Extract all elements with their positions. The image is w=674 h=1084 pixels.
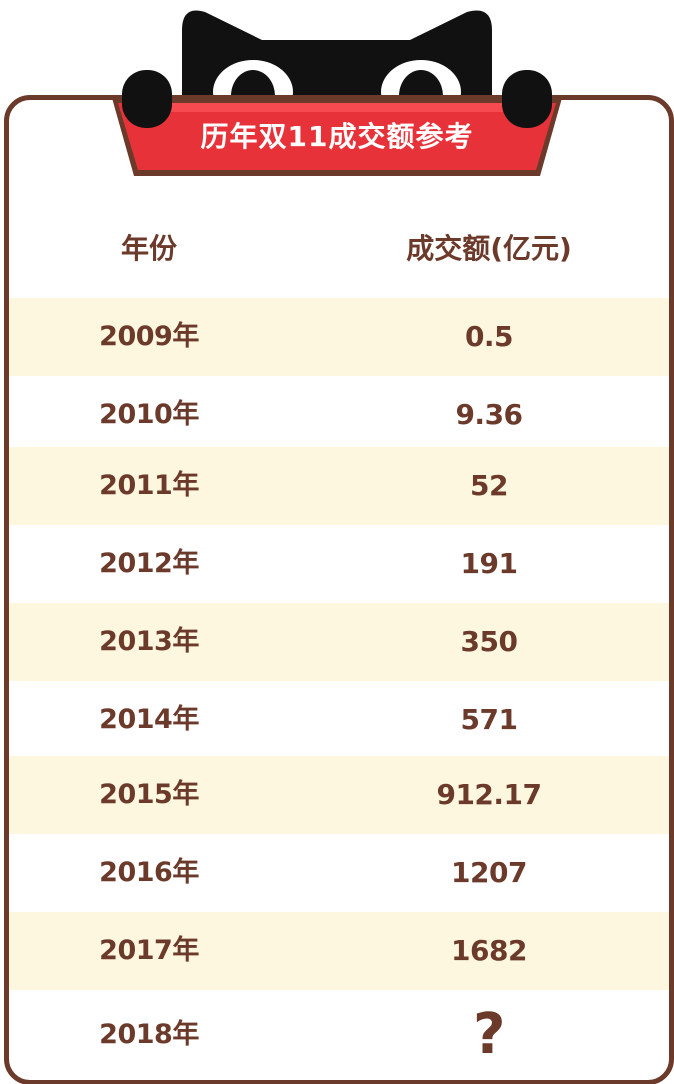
table-row: 2012年 191: [9, 525, 669, 603]
year-cell: 2015年: [99, 779, 199, 810]
year-cell: 2009年: [99, 321, 199, 352]
amount-cell: 571: [460, 703, 518, 736]
table-card: 年份 成交额(亿元) 2009年 0.5 2010年 9.36 2011年 52…: [4, 95, 674, 1084]
year-cell: 2013年: [99, 626, 199, 657]
year-cell: 2014年: [99, 704, 199, 735]
table-row: 2016年 1207: [9, 834, 669, 912]
amount-cell: ?: [473, 1002, 505, 1067]
table-header: 年份 成交额(亿元): [9, 204, 669, 294]
table-row: 2015年 912.17: [9, 756, 669, 834]
year-cell: 2018年: [99, 1019, 199, 1050]
amount-cell: 0.5: [464, 320, 514, 353]
table-row: 2018年 ?: [9, 990, 669, 1080]
table-row: 2011年 52: [9, 447, 669, 525]
page-title: 历年双11成交额参考: [200, 120, 474, 153]
year-cell: 2011年: [99, 470, 199, 501]
table-row: 2013年 350: [9, 603, 669, 681]
amount-cell: 1682: [451, 934, 527, 967]
amount-cell: 350: [460, 625, 518, 658]
amount-cell: 191: [460, 547, 518, 580]
table-row: 2017年 1682: [9, 912, 669, 990]
amount-cell: 912.17: [436, 778, 542, 811]
year-cell: 2010年: [99, 399, 199, 430]
amount-cell: 1207: [451, 856, 527, 889]
table-row: 2010年 9.36: [9, 376, 669, 454]
amount-cell: 9.36: [455, 398, 523, 431]
header-amount: 成交额(亿元): [406, 232, 572, 265]
amount-cell: 52: [470, 469, 508, 502]
year-cell: 2017年: [99, 935, 199, 966]
header-year: 年份: [120, 232, 177, 265]
table-row: 2009年 0.5: [9, 298, 669, 376]
table-row: 2014年 571: [9, 681, 669, 759]
year-cell: 2012年: [99, 548, 199, 579]
year-cell: 2016年: [99, 857, 199, 888]
